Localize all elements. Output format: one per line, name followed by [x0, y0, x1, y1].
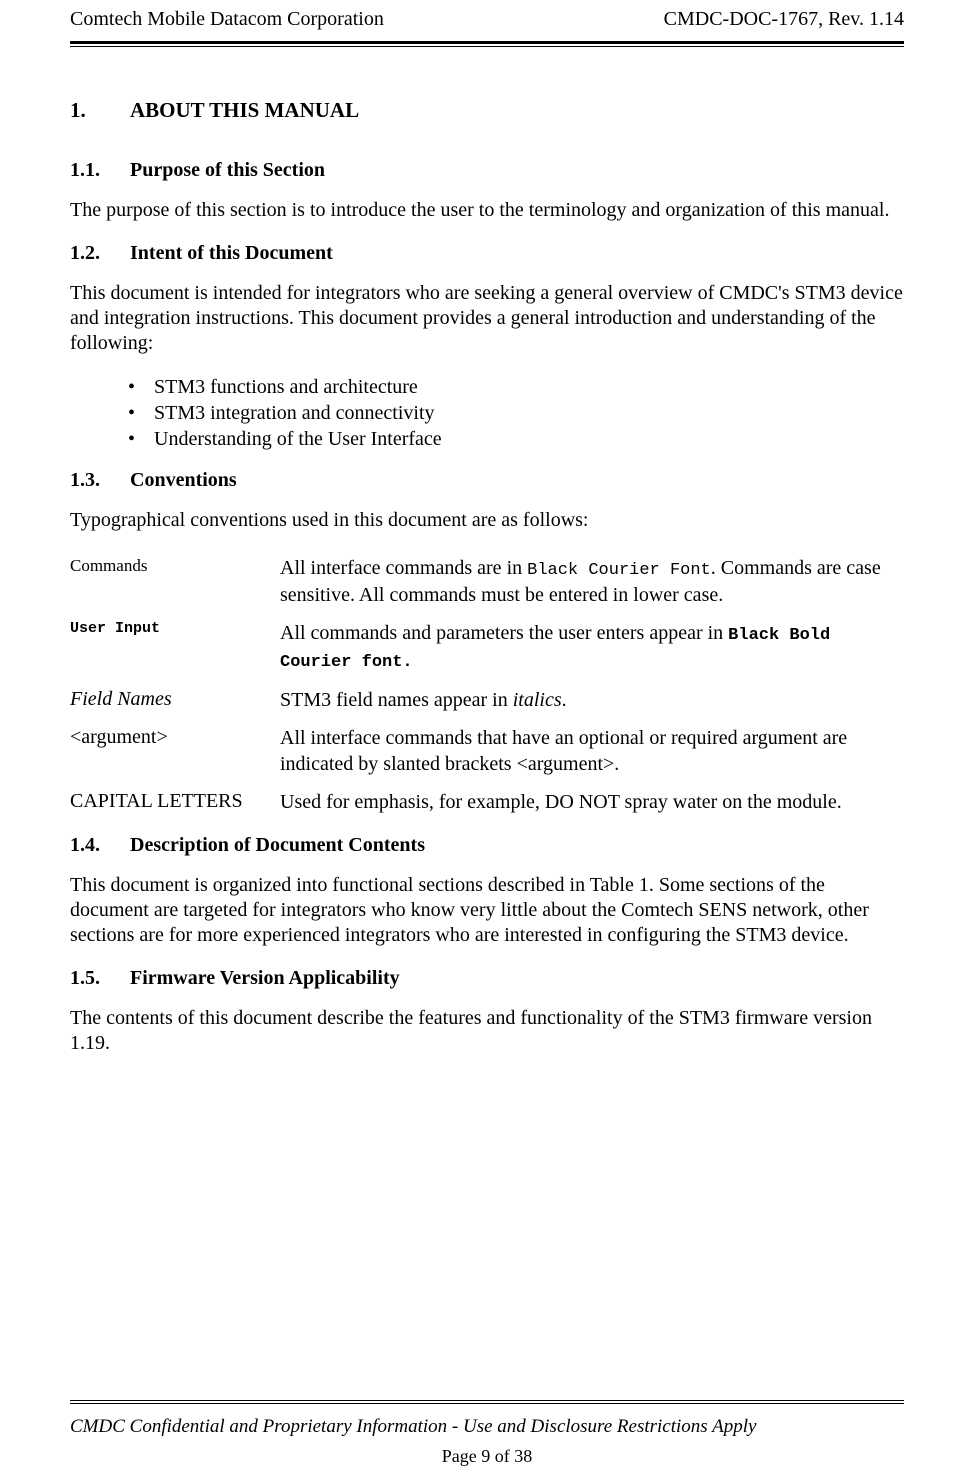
conv-row-capitals: CAPITAL LETTERS Used for emphasis, for e… — [70, 789, 904, 815]
heading-1-5-title: Firmware Version Applicability — [130, 967, 400, 989]
conv-row-user-input: User Input All commands and parameters t… — [70, 620, 904, 674]
footer-rule-thick — [70, 1403, 904, 1404]
heading-1-title: ABOUT THIS MANUAL — [130, 98, 359, 122]
conv-desc-text: STM3 field names appear in — [280, 689, 513, 711]
header-doc-id: CMDC-DOC-1767, Rev. 1.14 — [664, 8, 904, 31]
list-item: STM3 integration and connectivity — [128, 400, 904, 426]
conv-label-argument: <argument> — [70, 725, 280, 750]
heading-1-2-num: 1.2. — [70, 241, 130, 266]
conv-label-commands: Commands — [70, 555, 280, 576]
heading-1-num: 1. — [70, 97, 130, 123]
footer-confidential: CMDC Confidential and Proprietary Inform… — [70, 1416, 904, 1438]
conv-desc-courier: Black Courier Font — [527, 561, 711, 580]
conv-label-user-input: User Input — [70, 620, 280, 639]
bullet-list-1-2: STM3 functions and architecture STM3 int… — [70, 374, 904, 452]
conv-row-argument: <argument> All interface commands that h… — [70, 725, 904, 777]
heading-1-1-num: 1.1. — [70, 158, 130, 183]
conv-row-field-names: Field Names STM3 field names appear in i… — [70, 687, 904, 713]
para-1-3: Typographical conventions used in this d… — [70, 508, 904, 533]
heading-1-2-title: Intent of this Document — [130, 242, 333, 264]
list-item: Understanding of the User Interface — [128, 426, 904, 452]
document-page: Comtech Mobile Datacom Corporation CMDC-… — [0, 0, 974, 1481]
heading-1-5-num: 1.5. — [70, 966, 130, 991]
header-company: Comtech Mobile Datacom Corporation — [70, 8, 384, 31]
header-rule-thick — [70, 41, 904, 44]
conv-label-field-names: Field Names — [70, 687, 280, 712]
conv-desc-italic: italics — [513, 689, 562, 711]
conventions-table: Commands All interface commands are in B… — [70, 555, 904, 814]
heading-1-5: 1.5.Firmware Version Applicability — [70, 966, 904, 991]
heading-1-3-title: Conventions — [130, 469, 237, 491]
conv-desc-commands: All interface commands are in Black Cour… — [280, 555, 904, 608]
page-number: Page 9 of 38 — [70, 1446, 904, 1467]
conv-row-commands: Commands All interface commands are in B… — [70, 555, 904, 608]
list-item: STM3 functions and architecture — [128, 374, 904, 400]
heading-1-4-title: Description of Document Contents — [130, 834, 425, 856]
para-1-2: This document is intended for integrator… — [70, 281, 904, 356]
conv-desc-user-input: All commands and parameters the user ent… — [280, 620, 904, 674]
page-content: 1.ABOUT THIS MANUAL 1.1.Purpose of this … — [70, 47, 904, 1056]
conv-desc-capitals: Used for emphasis, for example, DO NOT s… — [280, 789, 904, 815]
conv-label-capitals: CAPITAL LETTERS — [70, 789, 280, 814]
page-header: Comtech Mobile Datacom Corporation CMDC-… — [70, 0, 904, 41]
heading-1-1-title: Purpose of this Section — [130, 159, 325, 181]
heading-1-1: 1.1.Purpose of this Section — [70, 158, 904, 183]
para-1-5: The contents of this document describe t… — [70, 1006, 904, 1056]
footer-rule-thin — [70, 1400, 904, 1401]
para-1-4: This document is organized into function… — [70, 873, 904, 948]
heading-1-3-num: 1.3. — [70, 468, 130, 493]
conv-desc-text: All interface commands are in — [280, 557, 527, 579]
heading-1: 1.ABOUT THIS MANUAL — [70, 97, 904, 123]
conv-desc-text: . — [562, 689, 567, 711]
conv-desc-argument: All interface commands that have an opti… — [280, 725, 904, 777]
para-1-1: The purpose of this section is to introd… — [70, 198, 904, 223]
heading-1-4: 1.4.Description of Document Contents — [70, 833, 904, 858]
heading-1-2: 1.2.Intent of this Document — [70, 241, 904, 266]
conv-desc-text: All commands and parameters the user ent… — [280, 622, 728, 644]
heading-1-3: 1.3.Conventions — [70, 468, 904, 493]
page-footer: CMDC Confidential and Proprietary Inform… — [70, 1400, 904, 1467]
conv-desc-field-names: STM3 field names appear in italics. — [280, 687, 904, 713]
heading-1-4-num: 1.4. — [70, 833, 130, 858]
